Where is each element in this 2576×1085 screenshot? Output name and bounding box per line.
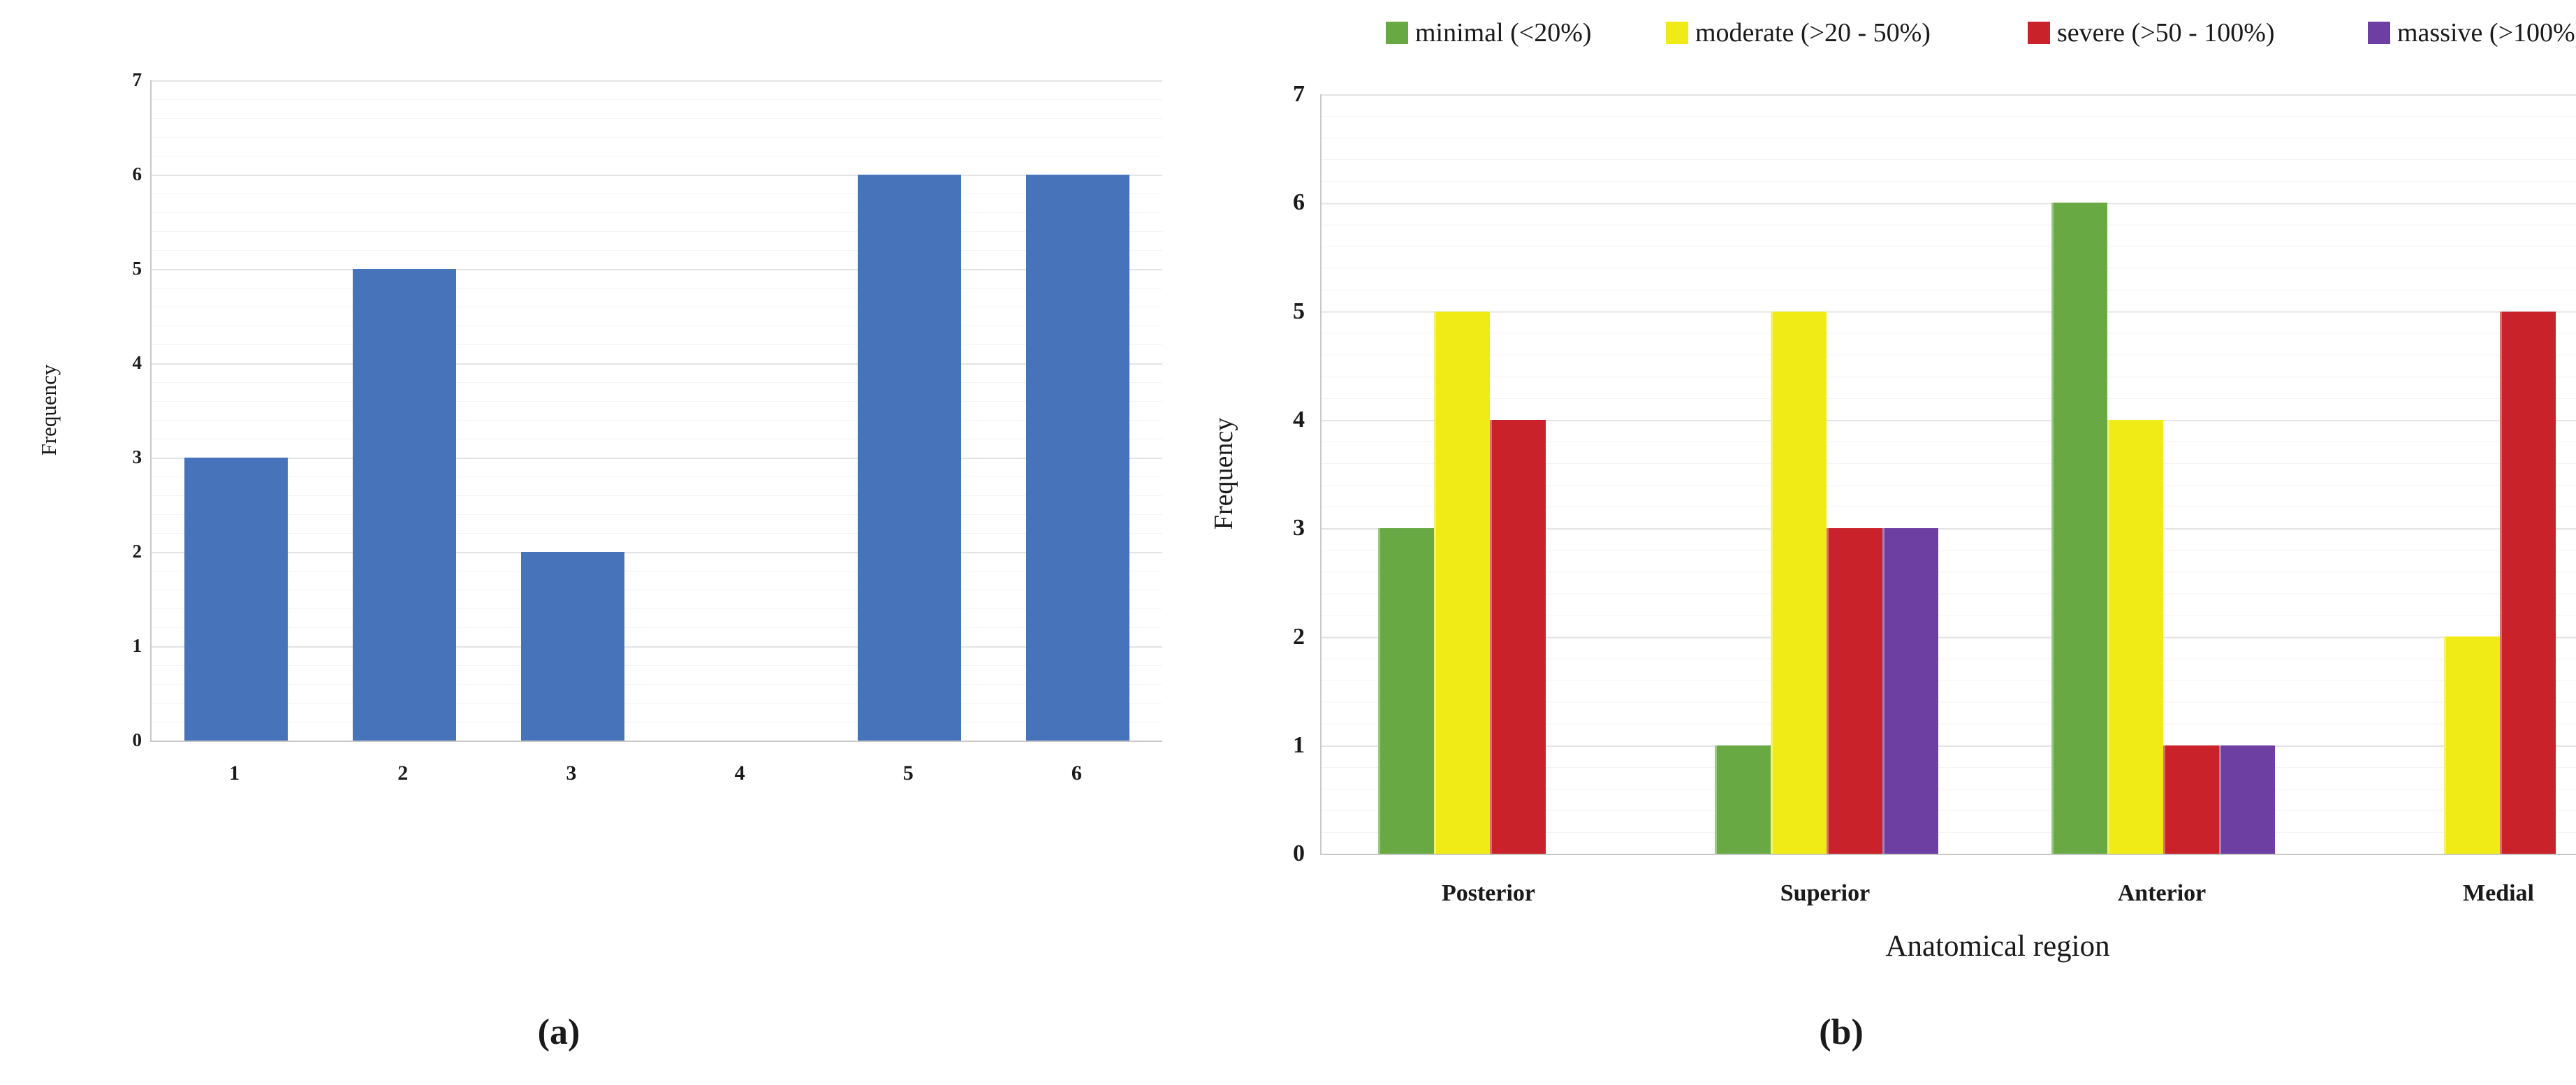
chart-b-y-tick-1: 1 [1293, 731, 1305, 758]
chart-b-x-tick-superior: Superior [1780, 880, 1871, 906]
chart-b-legend-label-4: massive (>100%) [2397, 18, 2576, 48]
chart-b-x-tick-anterior: Anterior [2117, 880, 2207, 906]
chart-b-legend-label-3: severe (>50 - 100%) [2057, 18, 2275, 48]
chart-a-bar-1 [184, 458, 288, 741]
chart-b-legend-swatch-3 [2028, 22, 2050, 44]
chart-a-bar-3 [520, 552, 624, 741]
chart-b-legend-label-2: moderate (>20 - 50%) [1695, 18, 1931, 48]
chart-b-legend-item-4: massive (>100%) [2368, 17, 2576, 48]
chart-b-y-tick-3: 3 [1293, 515, 1305, 541]
chart-b-x-tick-medial: Medial [2463, 880, 2534, 906]
chart-a-y-tick-2: 2 [132, 541, 142, 562]
chart-a-x-tick-6: 6 [1071, 762, 1082, 785]
chart-a-x-tick-3: 3 [566, 762, 577, 785]
chart-b-legend-swatch-4 [2368, 22, 2390, 44]
chart-b-bar-anterior-2 [2107, 419, 2163, 854]
chart-b-legend-item-3: severe (>50 - 100%) [2028, 17, 2275, 48]
chart-b-legend-swatch-1 [1386, 22, 1408, 44]
chart-a-bar-6 [1026, 175, 1130, 741]
chart-b-legend-swatch-2 [1666, 22, 1688, 44]
chart-a-x-tick-2: 2 [397, 762, 409, 785]
chart-b-plot-area [1320, 94, 2576, 855]
chart-b-y-tick-0: 0 [1293, 840, 1305, 867]
chart-b-legend-label-1: minimal (<20%) [1415, 18, 1592, 48]
chart-a-y-tick-1: 1 [132, 635, 142, 656]
chart-b-bar-medial-3 [2500, 311, 2556, 854]
chart-b-legend-item-2: moderate (>20 - 50%) [1666, 17, 1931, 48]
chart-b-x-tick-posterior: Posterior [1441, 880, 1536, 906]
chart-a-y-tick-7: 7 [132, 69, 142, 90]
chart-a-y-axis-title: Frequency [36, 364, 61, 456]
chart-a-plot-area [150, 80, 1162, 742]
chart-b-y-tick-2: 2 [1293, 623, 1305, 650]
chart-a-y-tick-0: 0 [132, 729, 142, 750]
chart-b-bar-anterior-3 [2163, 745, 2219, 854]
chart-b-bar-superior-4 [1882, 528, 1938, 854]
chart-b-x-axis-title: Anatomical region [1885, 930, 2110, 963]
chart-a-x-tick-1: 1 [229, 762, 240, 785]
chart-b-y-tick-4: 4 [1293, 406, 1305, 432]
chart-a-y-tick-6: 6 [132, 163, 142, 184]
chart-b-bar-medial-2 [2444, 636, 2500, 854]
chart-a-x-tick-5: 5 [902, 762, 914, 785]
chart-b-bar-anterior-1 [2051, 203, 2107, 854]
chart-b-y-tick-6: 6 [1293, 189, 1305, 216]
chart-b-bar-superior-2 [1771, 311, 1827, 854]
chart-b-bar-posterior-1 [1378, 528, 1434, 854]
chart-a-y-tick-3: 3 [132, 446, 142, 467]
caption-a: (a) [537, 1012, 580, 1052]
chart-b-y-tick-7: 7 [1293, 81, 1305, 107]
chart-b-bar-posterior-3 [1490, 419, 1546, 854]
chart-b-y-tick-5: 5 [1293, 298, 1305, 324]
chart-b-bar-posterior-2 [1434, 311, 1490, 854]
chart-a-y-tick-5: 5 [132, 258, 142, 279]
chart-a-bar-5 [858, 175, 962, 741]
chart-a-bar-2 [352, 269, 456, 741]
chart-b-bar-superior-3 [1827, 528, 1882, 854]
chart-a-y-tick-4: 4 [132, 352, 142, 373]
chart-b-bar-superior-1 [1715, 745, 1771, 854]
chart-b-bar-anterior-4 [2219, 745, 2275, 854]
chart-b-legend-item-1: minimal (<20%) [1386, 17, 1592, 48]
chart-a-x-tick-4: 4 [734, 762, 745, 785]
caption-b: (b) [1819, 1012, 1864, 1052]
chart-b-y-axis-title: Frequency [1209, 417, 1238, 530]
